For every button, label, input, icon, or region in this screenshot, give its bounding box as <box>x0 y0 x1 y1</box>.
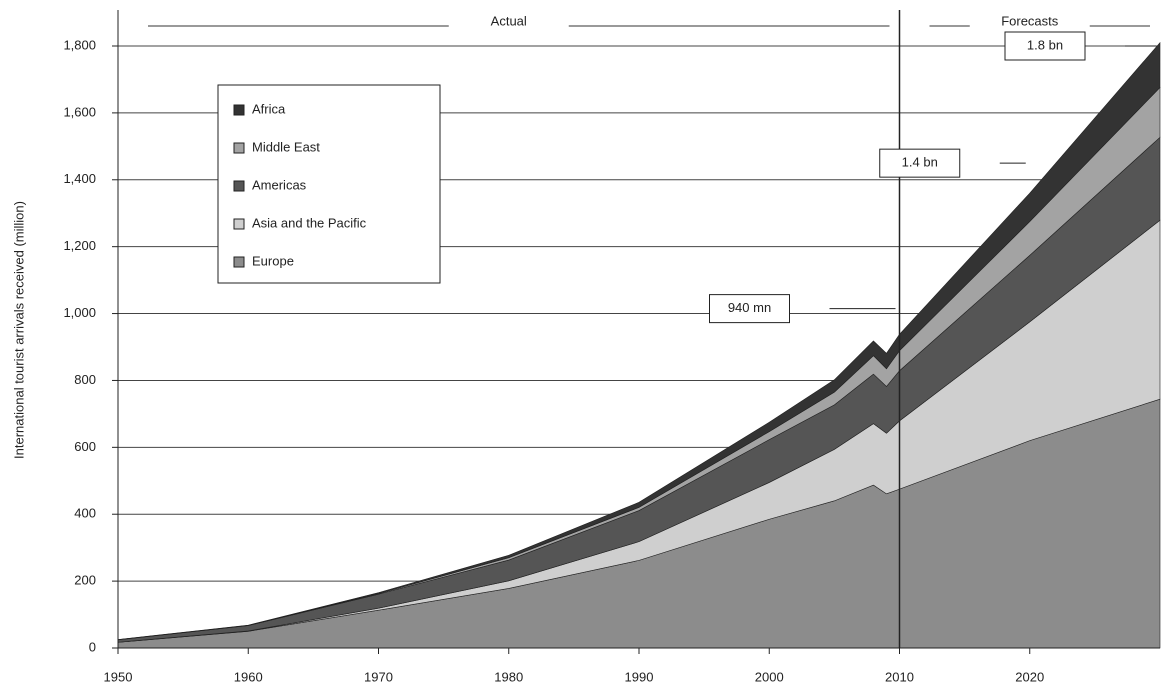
annotation-box <box>879 148 961 178</box>
y-tick-label: 1,000 <box>63 305 96 320</box>
period-label: Forecasts <box>1001 13 1059 28</box>
legend-box <box>217 84 441 284</box>
legend-label: Middle East <box>252 139 320 154</box>
legend-label: Asia and the Pacific <box>252 215 367 230</box>
legend-swatch <box>233 142 245 154</box>
y-tick-label: 0 <box>89 639 96 654</box>
annotation-label: 1.8 bn <box>1027 37 1063 52</box>
legend-swatch <box>233 218 245 230</box>
y-tick-label: 1,600 <box>63 104 96 119</box>
x-tick-label: 2020 <box>1015 669 1044 684</box>
period-label: Actual <box>491 13 527 28</box>
x-tick-label: 1980 <box>494 669 523 684</box>
y-tick-label: 400 <box>74 506 96 521</box>
legend-swatch <box>233 104 245 116</box>
legend-swatch <box>233 256 245 268</box>
annotation-label: 940 mn <box>728 300 771 315</box>
legend-label: Americas <box>252 177 307 192</box>
y-tick-label: 1,400 <box>63 171 96 186</box>
x-tick-label: 2010 <box>885 669 914 684</box>
area <box>117 41 1161 641</box>
annotation-label: 1.4 bn <box>902 155 938 170</box>
annotation-box <box>1004 31 1086 61</box>
y-tick-label: 200 <box>74 573 96 588</box>
annotation-box <box>709 294 790 324</box>
y-tick-label: 1,200 <box>63 238 96 253</box>
x-tick-label: 2000 <box>755 669 784 684</box>
x-tick-label: 1960 <box>234 669 263 684</box>
x-tick-label: 1970 <box>364 669 393 684</box>
legend: Africa Middle East Americas Asia and the Pa… <box>217 84 441 284</box>
y-tick-label: 1,800 <box>63 37 96 52</box>
x-tick-label: 1950 <box>104 669 133 684</box>
legend-label: Africa <box>252 101 286 116</box>
legend-label: Europe <box>252 253 294 268</box>
x-tick-label: 1990 <box>625 669 654 684</box>
y-tick-label: 600 <box>74 439 96 454</box>
legend-swatch <box>233 180 245 192</box>
y-axis-label: International tourist arrivals received … <box>11 201 26 459</box>
y-tick-label: 800 <box>74 372 96 387</box>
